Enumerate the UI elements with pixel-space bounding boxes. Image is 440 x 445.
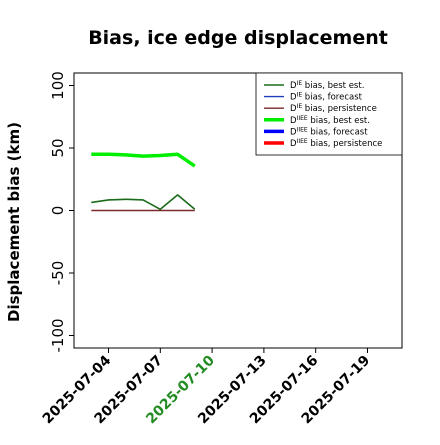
chart-title: Bias, ice edge displacement: [88, 27, 388, 49]
y-tick-label: -50: [49, 261, 67, 286]
legend-entry: DIE bias, persistence: [290, 103, 377, 114]
y-axis-label: Displacement bias (km): [5, 122, 23, 322]
series-line-0: [91, 195, 195, 209]
y-tick-label: -100: [49, 318, 67, 352]
series-line-3: [91, 154, 195, 166]
legend-entry: DIE bias, best est.: [290, 80, 364, 91]
legend: DIE bias, best est.DIE bias, forecastDIE…: [256, 73, 402, 155]
y-tick-label: 50: [49, 138, 67, 157]
y-tick-label: 100: [49, 71, 67, 100]
y-tick-label: 0: [49, 206, 67, 216]
